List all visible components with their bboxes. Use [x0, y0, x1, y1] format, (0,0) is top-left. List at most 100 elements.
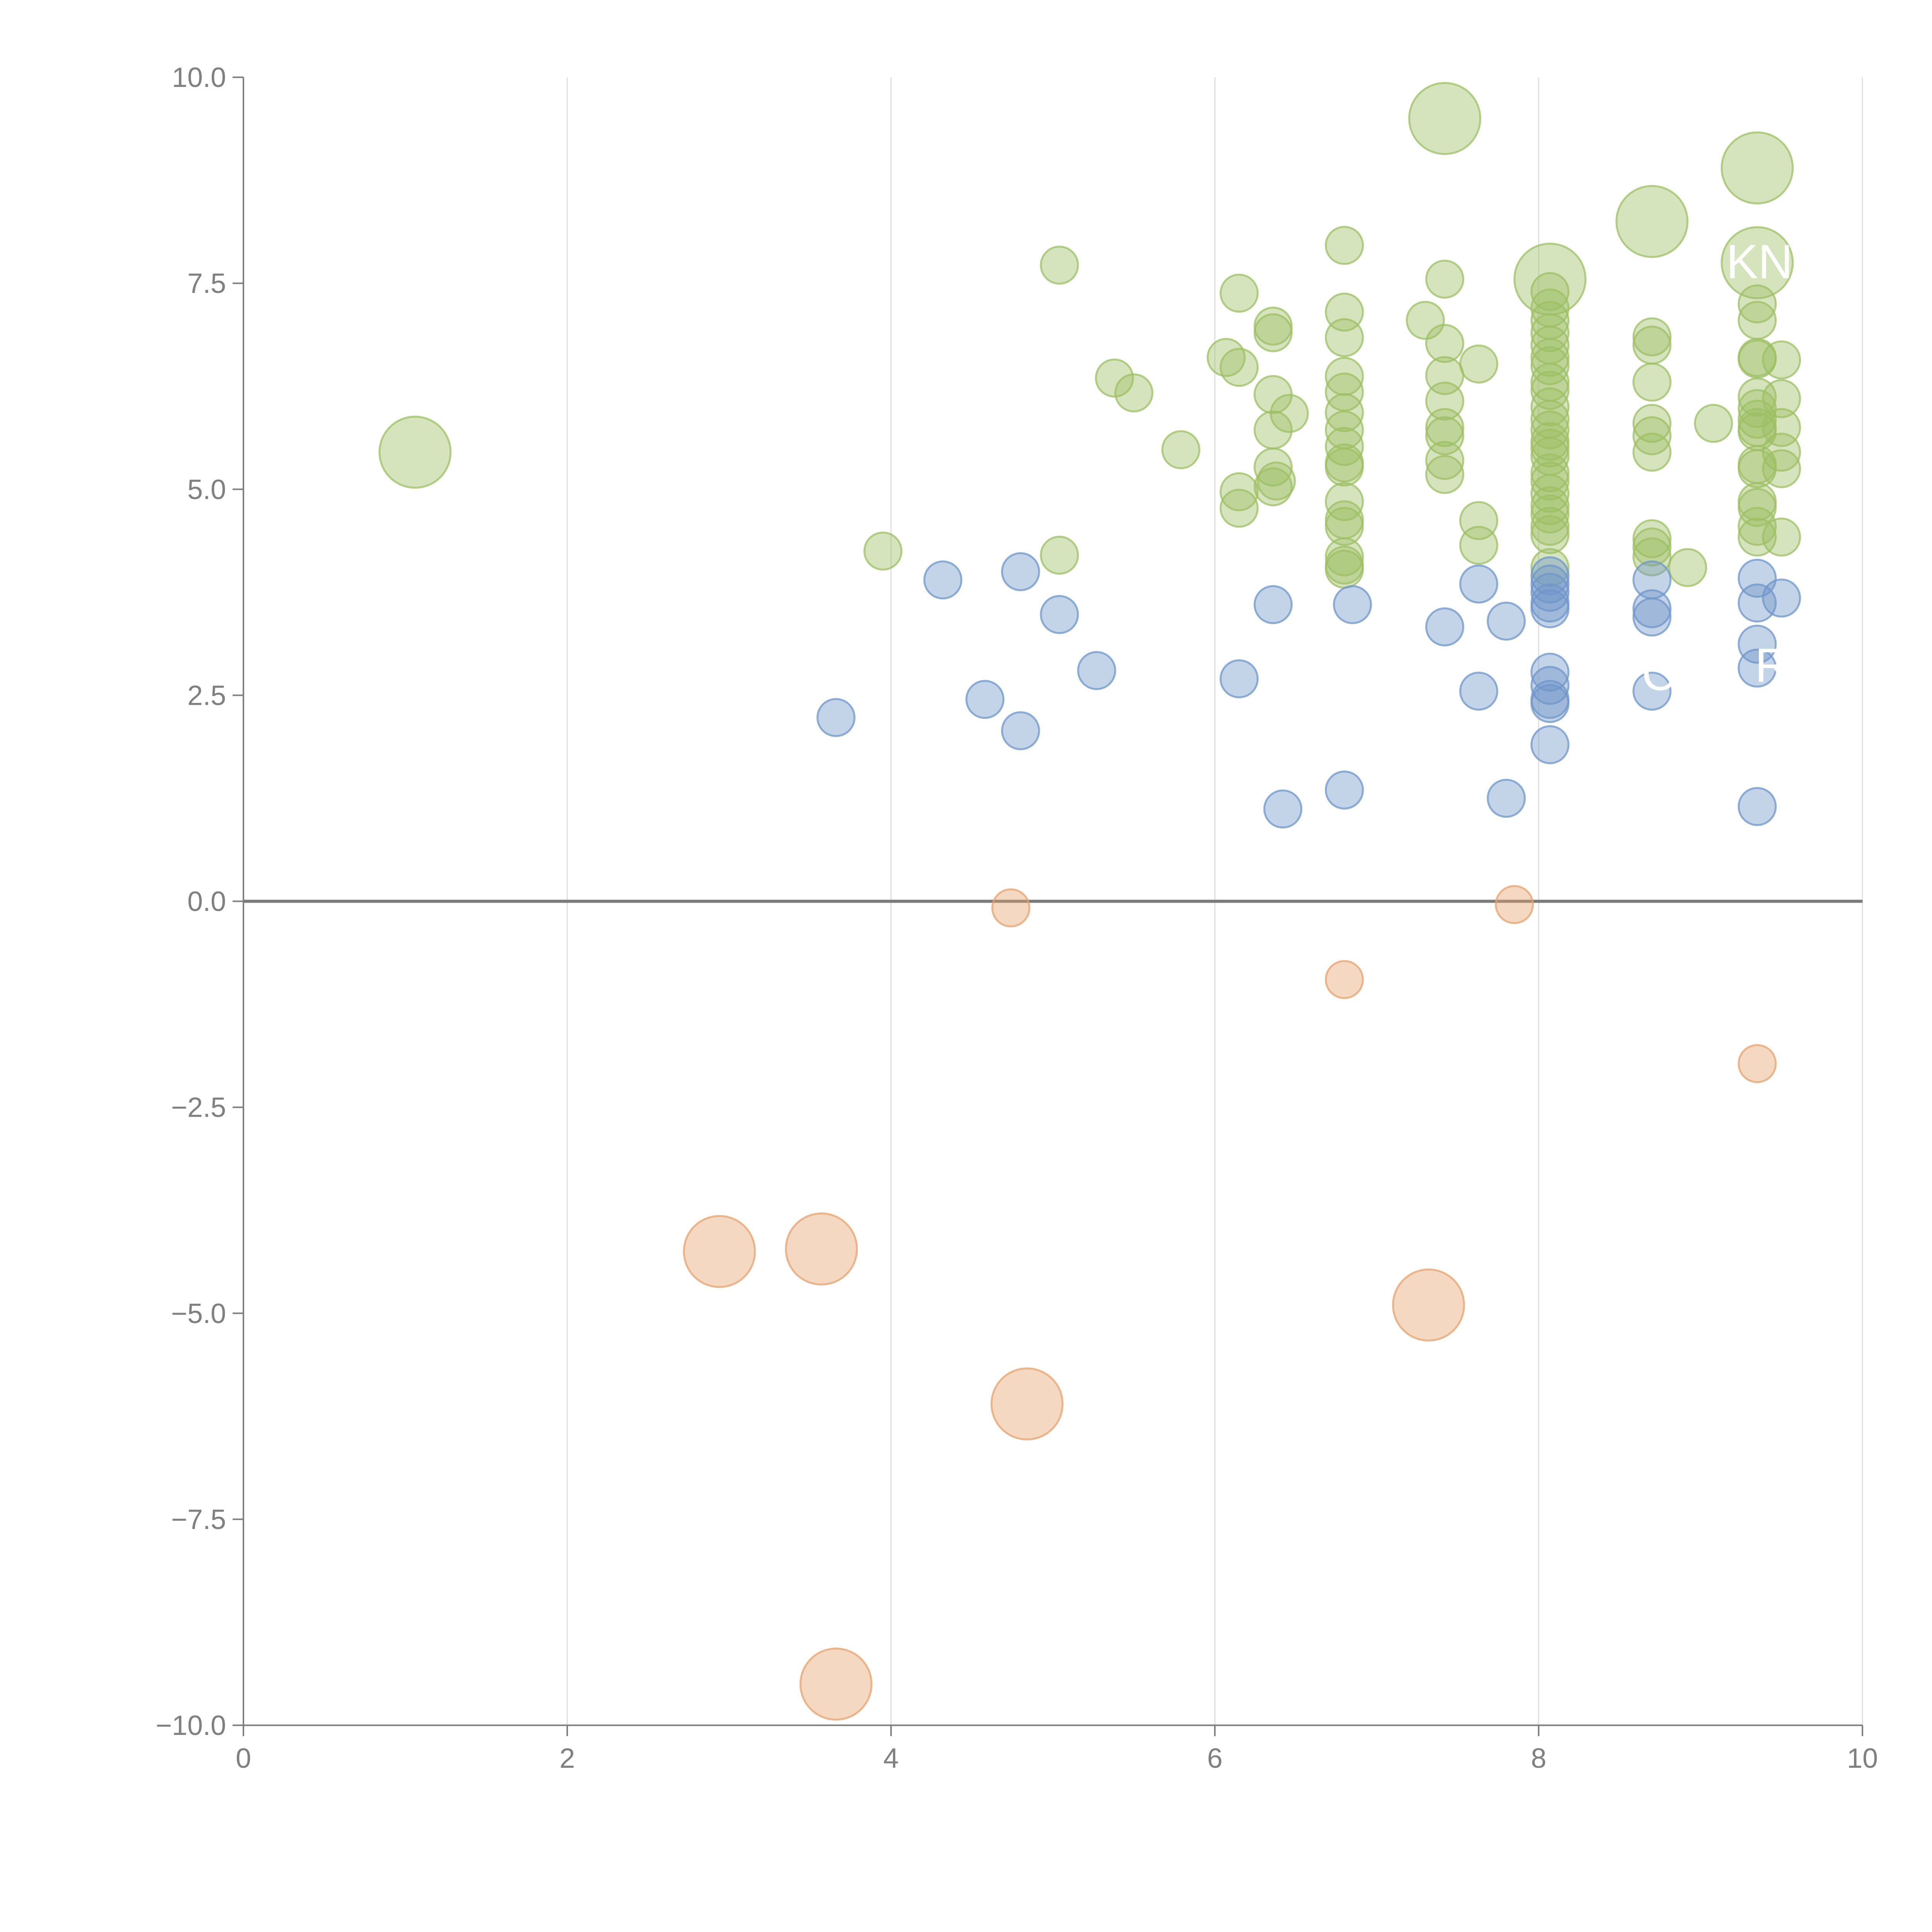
green-point: [1040, 536, 1079, 575]
green-point: [1632, 537, 1672, 577]
x-tick-label: 0: [236, 1743, 251, 1774]
blue-point: [1325, 770, 1364, 810]
blue-point: [1762, 578, 1801, 618]
x-tick-label: 6: [1207, 1743, 1223, 1774]
green-point: [1425, 441, 1464, 480]
y-tick-label: 7.5: [187, 268, 226, 299]
blue-point: [1530, 653, 1570, 692]
y-axis-ticks: −10.0 −7.5 −5.0 −2.5 0.0 2.5 5.0 7.5 10.0: [156, 62, 243, 1741]
annotation-label: R: [1755, 639, 1790, 692]
green-point: [1425, 324, 1464, 363]
green-point: [1738, 284, 1777, 323]
green-point: [1668, 548, 1707, 587]
green-point: [1219, 348, 1259, 387]
blue-point: [1530, 556, 1570, 595]
orange-point: [990, 1367, 1064, 1440]
green-point: [1425, 455, 1464, 494]
orange-point: [683, 1215, 756, 1288]
orange-point: [1738, 1044, 1777, 1083]
green-point: [378, 415, 452, 489]
orange-point: [1392, 1268, 1465, 1342]
green-point: [1219, 274, 1259, 313]
x-tick-label: 4: [883, 1743, 899, 1774]
blue-point: [923, 560, 963, 600]
x-tick-label: 10: [1847, 1743, 1878, 1774]
green-point: [1530, 453, 1570, 493]
green-point: [1632, 362, 1672, 402]
green-point: [1632, 404, 1672, 443]
y-tick-label: −2.5: [171, 1092, 226, 1123]
blue-point: [1530, 573, 1570, 612]
blue-point: [1486, 601, 1526, 641]
y-tick-label: 10.0: [172, 62, 226, 93]
green-point: [1425, 408, 1464, 447]
blue-point: [1459, 672, 1498, 711]
y-tick-label: −10.0: [156, 1710, 226, 1741]
blue-point: [1263, 789, 1303, 829]
green-point: [1459, 344, 1498, 384]
green-point: [1632, 432, 1672, 472]
green-point: [1694, 404, 1733, 443]
blue-point: [1738, 648, 1777, 688]
blue-point: [1738, 624, 1777, 664]
orange-point: [1495, 885, 1534, 924]
blue-point: [1001, 711, 1040, 750]
y-tick-label: −7.5: [171, 1504, 226, 1535]
blue-point: [1253, 585, 1293, 624]
green-point: [1325, 318, 1364, 357]
blue-point: [1333, 585, 1372, 624]
blue-point: [1219, 659, 1259, 699]
annotation-label: KNO: [1726, 235, 1830, 289]
green-point: [1738, 301, 1777, 340]
green-point: [1040, 245, 1079, 285]
green-point: [1530, 494, 1570, 534]
green-point: [1325, 393, 1364, 432]
green-point: [1632, 325, 1672, 365]
green-point: [1762, 517, 1801, 557]
green-point: [863, 531, 903, 571]
green-point: [1721, 226, 1794, 299]
green-point: [1325, 427, 1364, 466]
x-axis-ticks: 0 2 4 6 8 10: [236, 1725, 1878, 1774]
x-tick-label: 8: [1531, 1743, 1546, 1774]
green-point: [1632, 527, 1672, 567]
y-tick-label: 2.5: [187, 680, 226, 711]
annotation-label: C: [1642, 647, 1677, 701]
blue-point: [1530, 725, 1570, 764]
blue-point: [1001, 552, 1040, 591]
green-point: [1219, 488, 1259, 528]
green-point: [1325, 507, 1364, 546]
green-point: [1632, 317, 1672, 357]
blue-point: [1738, 583, 1777, 623]
blue-point: [1632, 597, 1672, 637]
blue-point: [1040, 595, 1079, 634]
green-point: [1325, 226, 1364, 265]
green-point: [1530, 272, 1570, 311]
blue-point: [1632, 672, 1672, 711]
orange-point: [785, 1212, 858, 1286]
green-point: [1253, 467, 1293, 507]
blue-point: [1738, 787, 1777, 826]
green-point: [1095, 358, 1134, 398]
green-point: [1253, 313, 1293, 352]
green-point: [1530, 387, 1570, 427]
green-point: [1459, 526, 1498, 565]
green-point: [1219, 472, 1259, 512]
green-point: [1114, 373, 1153, 413]
blue-point: [1530, 684, 1570, 723]
blue-point: [816, 698, 856, 737]
data-points: [378, 82, 1801, 1721]
green-point: [1530, 507, 1570, 546]
orange-point: [799, 1647, 873, 1721]
blue-point: [1486, 779, 1526, 818]
green-point: [1530, 486, 1570, 526]
x-tick-label: 2: [560, 1743, 575, 1774]
y-tick-label: −5.0: [171, 1298, 226, 1329]
blue-point: [1459, 564, 1498, 604]
annotations: KNO R C: [1642, 235, 1830, 701]
orange-point: [1325, 960, 1364, 999]
green-point: [1762, 340, 1801, 379]
green-point: [1257, 461, 1296, 501]
blue-point: [1530, 589, 1570, 628]
